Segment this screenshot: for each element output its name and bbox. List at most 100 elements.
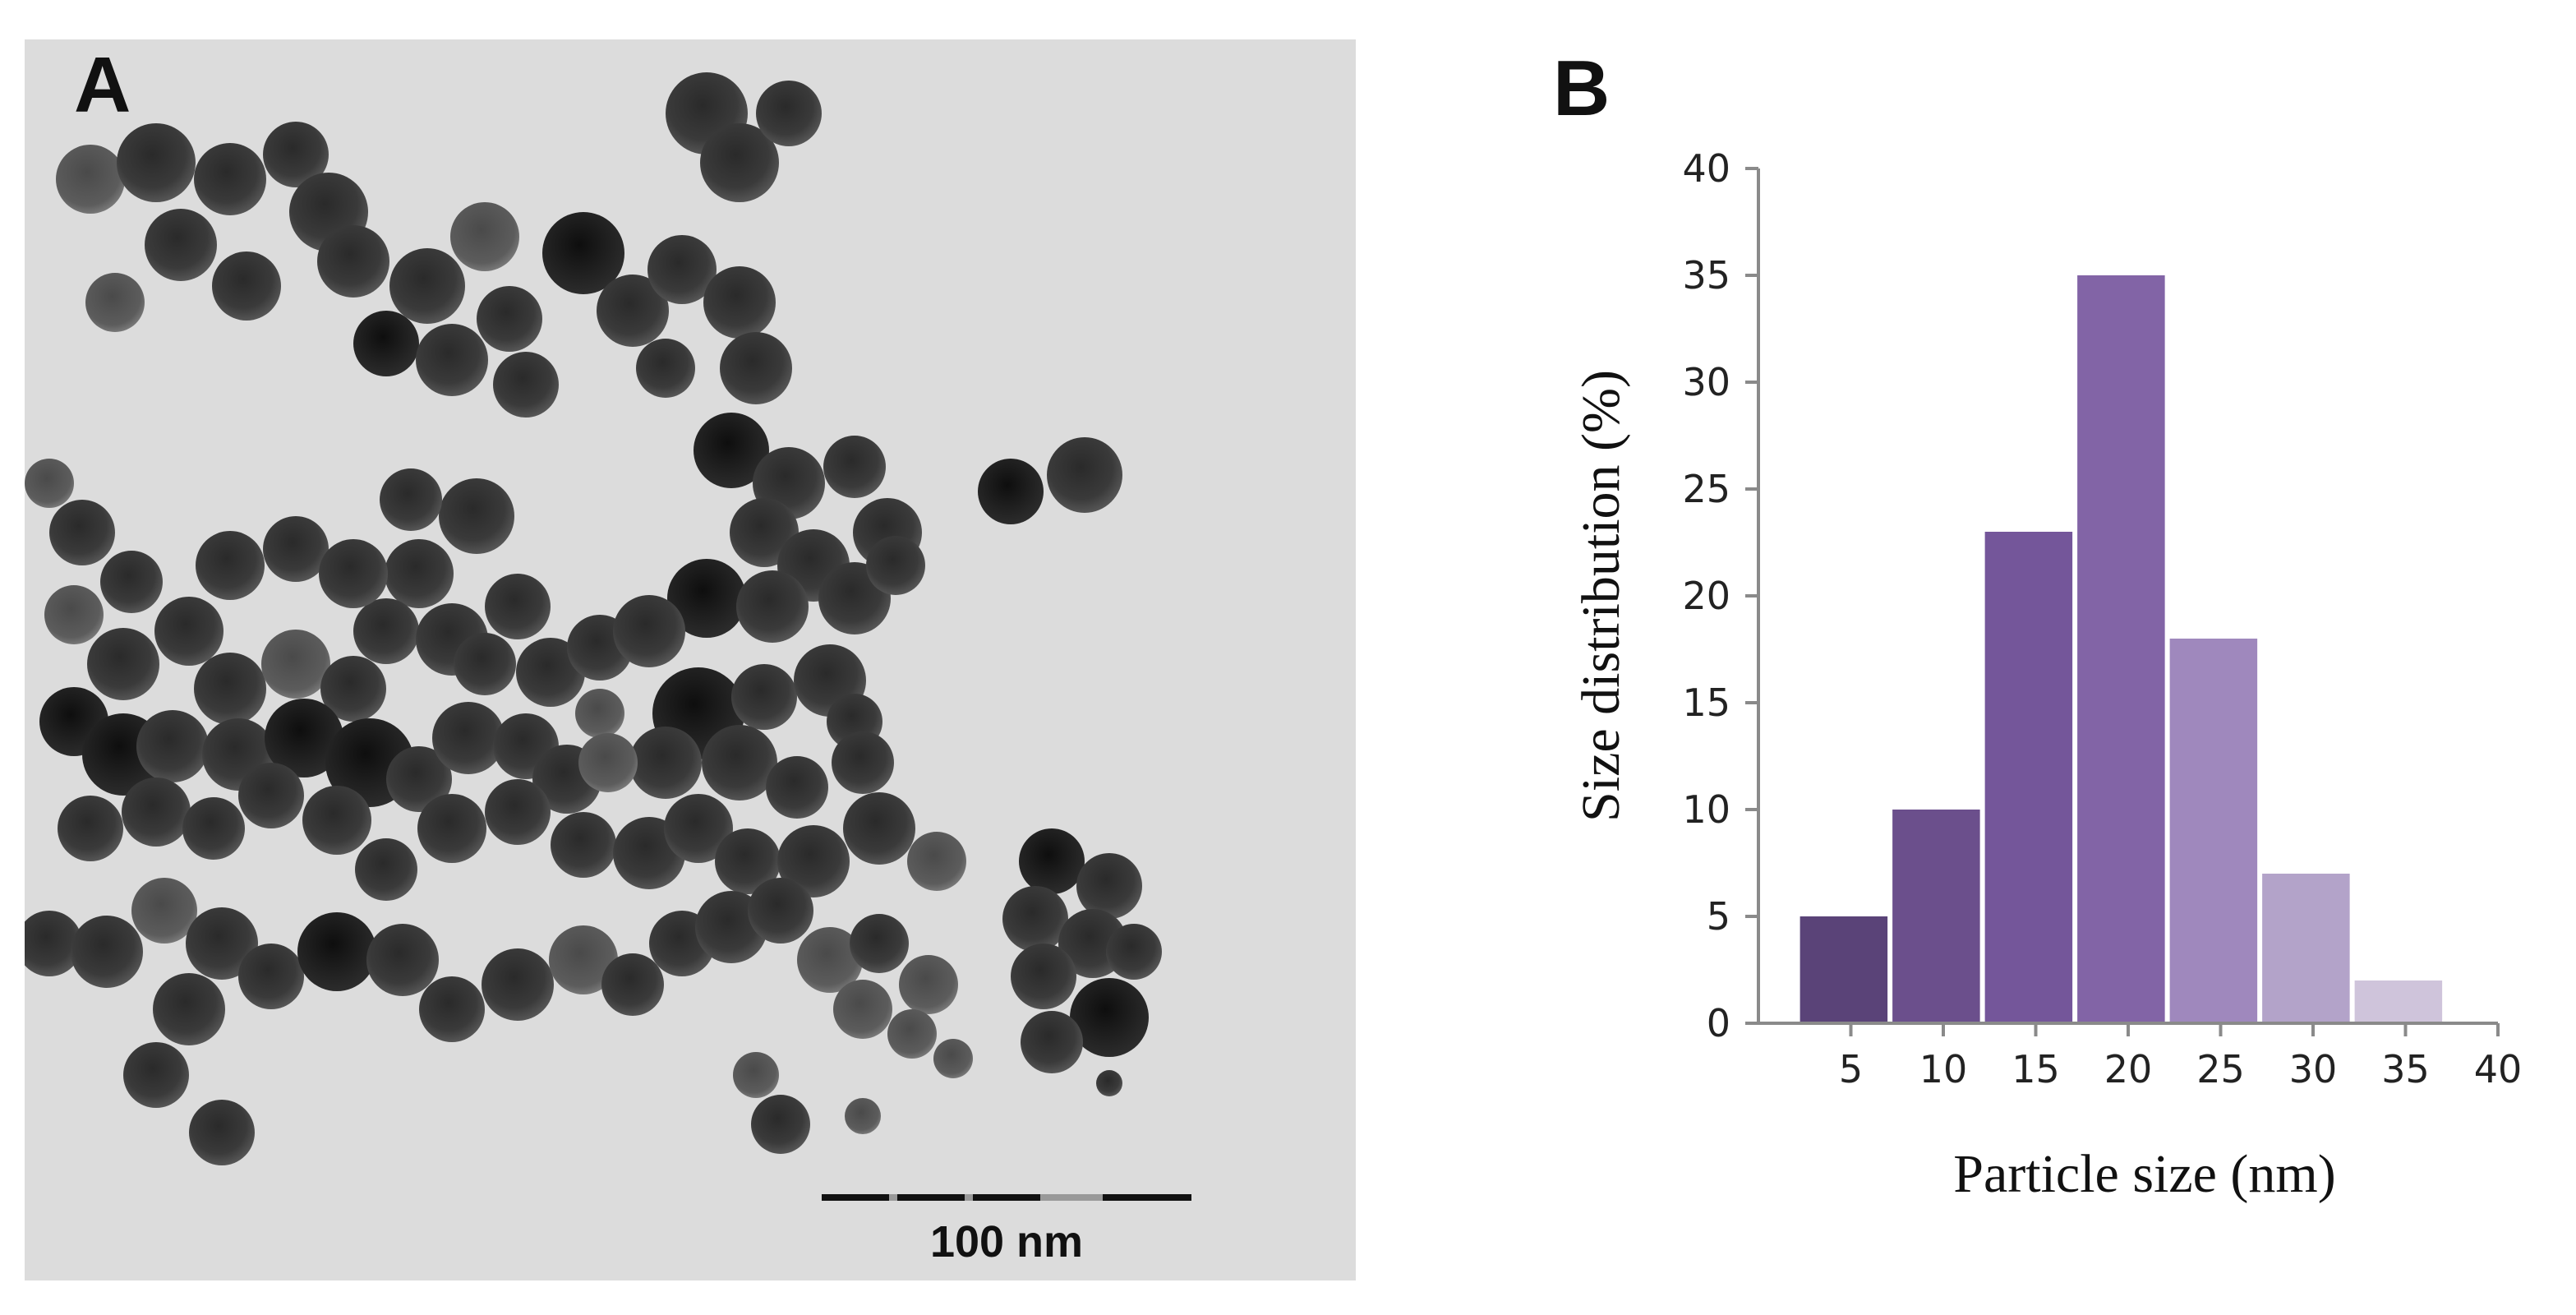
nanoparticle <box>432 702 505 774</box>
nanoparticle <box>694 413 769 488</box>
nanoparticle <box>355 838 417 901</box>
nanoparticle <box>485 779 551 845</box>
nanoparticle <box>419 976 485 1042</box>
nanoparticle <box>766 756 828 819</box>
bar-10 <box>1892 810 1980 1023</box>
x-tick-label: 10 <box>1919 1047 1968 1091</box>
nanoparticle <box>122 777 191 847</box>
nanoparticle <box>194 143 266 215</box>
histogram-panel: 0 5 10 15 20 25 30 35 40 5 10 15 20 25 30 35 40 Particle… <box>1528 123 2576 1274</box>
nanoparticle <box>978 459 1044 524</box>
nanoparticle <box>731 664 797 730</box>
nanoparticle <box>386 746 452 812</box>
nanoparticle <box>87 628 159 700</box>
nanoparticle <box>131 878 197 944</box>
nanoparticle <box>263 516 329 582</box>
nanoparticle <box>212 251 281 321</box>
panel-a-label: A <box>74 41 131 129</box>
scale-bar-label: 100 nm <box>929 1217 1084 1267</box>
nanoparticle <box>756 81 822 146</box>
nanoparticle <box>25 459 74 508</box>
nanoparticle <box>613 595 685 667</box>
x-tick-label: 35 <box>2381 1047 2430 1091</box>
nanoparticle <box>845 1098 881 1134</box>
bar-5 <box>1800 916 1888 1023</box>
nanoparticle <box>25 911 82 976</box>
nanoparticle <box>1002 886 1068 952</box>
nanoparticle <box>454 633 516 695</box>
y-tick-label: 30 <box>1682 360 1730 404</box>
nanoparticle <box>263 122 329 187</box>
y-tick-label: 40 <box>1682 146 1730 191</box>
nanoparticle <box>485 574 551 639</box>
scale-bar <box>822 1194 1191 1201</box>
x-axis-title: Particle size (nm) <box>1953 1144 2335 1204</box>
nanoparticle <box>823 436 886 498</box>
nanoparticle <box>85 273 145 332</box>
nanoparticle <box>702 725 777 801</box>
nanoparticle <box>578 733 638 792</box>
nanoparticle <box>667 559 746 638</box>
nanoparticle <box>238 944 304 1009</box>
nanoparticle <box>189 1100 255 1165</box>
nanoparticle <box>182 797 245 860</box>
nanoparticle <box>1011 944 1076 1009</box>
nanoparticle <box>153 973 225 1045</box>
nanoparticle <box>1070 978 1149 1057</box>
nanoparticle <box>417 794 486 863</box>
nanoparticle <box>664 794 733 863</box>
x-tick-label: 40 <box>2474 1047 2523 1091</box>
nanoparticle <box>49 500 115 565</box>
nanoparticle <box>575 689 624 738</box>
nanoparticle <box>353 311 419 376</box>
nanoparticle <box>715 828 781 894</box>
x-tick-label: 5 <box>1839 1047 1863 1091</box>
nanoparticle <box>720 332 792 404</box>
nanoparticle <box>748 878 813 944</box>
nanoparticle <box>317 225 389 298</box>
nanoparticle <box>100 551 163 613</box>
nanoparticle <box>117 123 196 202</box>
nanoparticle <box>380 468 442 531</box>
nanoparticle <box>1019 828 1085 894</box>
nanoparticle <box>1106 924 1162 980</box>
nanoparticle <box>597 275 669 347</box>
nanoparticle <box>186 907 258 980</box>
y-tick-label: 5 <box>1707 894 1730 939</box>
nanoparticle <box>482 948 554 1021</box>
bar-35 <box>2354 980 2443 1023</box>
nanoparticle <box>1021 1011 1083 1073</box>
nanoparticle <box>866 536 925 595</box>
nanoparticle <box>44 585 104 644</box>
nanoparticle <box>843 792 915 865</box>
nanoparticle <box>145 209 217 281</box>
nanoparticle <box>439 478 514 554</box>
nanoparticle <box>385 539 454 608</box>
x-tick-label: 25 <box>2196 1047 2245 1091</box>
nanoparticle <box>700 123 779 202</box>
nanoparticle <box>899 955 958 1014</box>
nanoparticle <box>933 1039 973 1078</box>
panel-b-label: B <box>1553 44 1611 132</box>
bar-30 <box>2262 874 2350 1023</box>
nanoparticle <box>1076 853 1142 919</box>
bar-20 <box>2077 275 2165 1023</box>
y-tick-label: 35 <box>1682 253 1730 298</box>
nanoparticle <box>887 1009 937 1059</box>
nanoparticle <box>629 727 702 799</box>
nanoparticle <box>450 202 519 271</box>
nanoparticle <box>516 638 585 707</box>
nanoparticle <box>736 570 809 643</box>
nanoparticle <box>1096 1070 1122 1096</box>
nanoparticle <box>196 531 265 600</box>
y-tick-label: 20 <box>1682 574 1730 618</box>
nanoparticle <box>601 953 664 1016</box>
nanoparticle <box>353 598 419 664</box>
nanoparticle <box>733 1052 779 1098</box>
nanoparticle <box>833 980 892 1039</box>
nanoparticle <box>549 925 618 994</box>
nanoparticle <box>493 352 559 418</box>
nanoparticle <box>136 710 209 782</box>
nanoparticle <box>58 796 123 861</box>
nanoparticle <box>777 825 850 897</box>
